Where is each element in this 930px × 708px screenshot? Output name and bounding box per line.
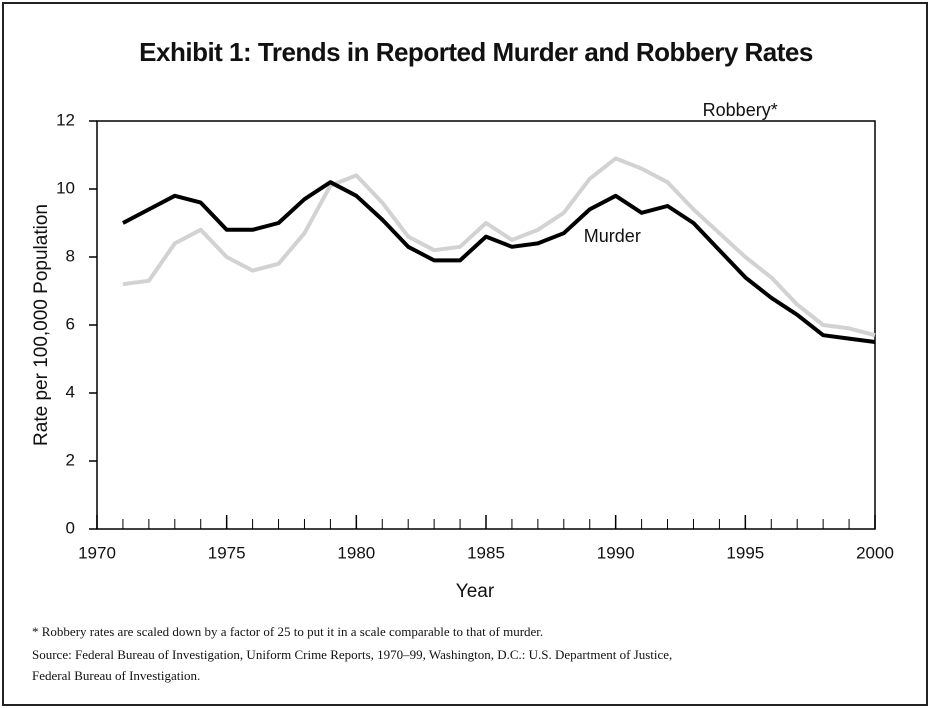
series-label: Robbery* (703, 100, 778, 120)
series-line (122, 156, 876, 338)
source-note: Source: Federal Bureau of Investigation,… (32, 647, 672, 662)
x-axis-label: Year (456, 581, 495, 602)
x-tick-label: 1995 (726, 543, 764, 562)
x-tick-label: 1985 (467, 543, 505, 562)
series-label: Murder (584, 226, 641, 246)
y-tick-label: 10 (56, 178, 75, 197)
y-tick-label: 2 (66, 450, 75, 469)
y-axis-label: Rate per 100,000 Population (31, 204, 52, 446)
y-tick-label: 6 (66, 314, 75, 333)
x-tick-label: 1990 (597, 543, 635, 562)
source-note: Federal Bureau of Investigation. (32, 668, 200, 683)
series-line (122, 180, 876, 344)
y-tick-label: 4 (66, 382, 75, 401)
y-tick-label: 8 (66, 246, 75, 265)
x-tick-label: 1975 (208, 543, 246, 562)
chart-title: Exhibit 1: Trends in Reported Murder and… (139, 37, 813, 67)
y-tick-label: 12 (56, 110, 75, 129)
x-tick-label: 1980 (337, 543, 375, 562)
x-tick-label: 2000 (856, 543, 894, 562)
x-tick-label: 1970 (78, 543, 116, 562)
footnote: * Robbery rates are scaled down by a fac… (32, 624, 543, 639)
y-tick-label: 0 (66, 518, 75, 537)
